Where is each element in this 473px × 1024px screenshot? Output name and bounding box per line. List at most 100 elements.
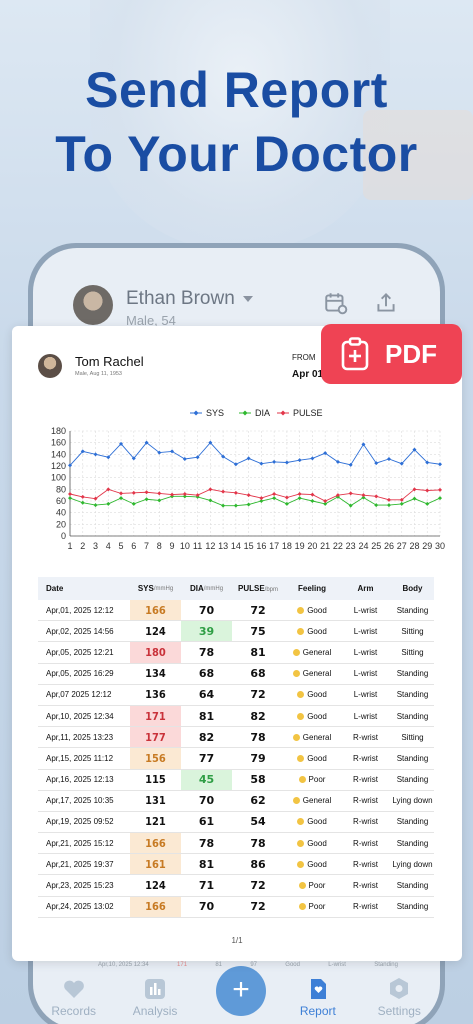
row-feeling-value: Good [307,605,327,615]
data-point-dia [361,495,366,500]
legend-label: DIA [255,408,270,418]
feeling-emoji-icon [297,860,305,868]
row-date: Apr,05, 2025 12:21 [38,648,130,657]
data-point-sys [348,462,353,467]
header-pulse-unit: /bpm [264,587,278,593]
row-pulse: 62 [232,794,284,807]
row-arm: L-wrist [340,648,391,657]
series-line-sys [69,441,441,466]
data-point-pulse [106,487,111,492]
x-tick-label: 30 [435,541,445,551]
row-dia-value: 70 [198,603,215,617]
legend-swatch-marker [242,410,248,416]
row-feeling: Good [284,860,340,869]
row-feeling-value: Poor [308,902,326,912]
bar-chart-icon [145,979,166,999]
row-pulse-value: 81 [250,645,266,659]
data-point-sys [170,449,175,454]
row-date: Apr,11, 2025 13:23 [38,733,130,742]
user-name-switcher[interactable]: Ethan Brown [126,288,253,310]
row-feeling: Good [284,839,340,848]
row-date-value: Apr,15, 2025 11:12 [46,753,114,763]
row-dia: 61 [181,812,232,832]
data-point-sys [93,452,98,457]
share-icon[interactable] [373,290,399,316]
row-date-value: Apr,17, 2025 10:35 [46,796,114,806]
tab-records[interactable]: Records [39,978,109,1018]
calendar-settings-icon[interactable] [323,290,349,316]
row-arm-value: L-wrist [353,669,378,679]
row-date: Apr,10, 2025 12:34 [38,712,130,721]
row-pulse: 78 [232,837,284,850]
x-tick-label: 14 [231,541,241,551]
header-sys: SYS/mmHg [130,577,181,600]
row-date-value: Apr,21, 2025 19:37 [46,859,114,869]
legend-label: SYS [206,408,224,418]
data-point-sys [221,454,226,459]
row-dia: 77 [181,748,232,768]
x-tick-label: 18 [282,541,292,551]
row-date-value: Apr,19, 2025 09:52 [46,817,114,827]
row-sys-value: 171 [145,709,166,723]
feeling-emoji-icon [298,903,306,911]
header-dia: DIA/mmHg [181,577,232,600]
bg-row-body: Standing [374,962,398,968]
row-feeling: General [284,669,340,678]
header-date: Date [46,584,64,593]
row-arm: L-wrist [340,606,391,615]
y-tick-label: 80 [56,484,66,494]
row-pulse: 72 [232,900,284,913]
data-point-sys [399,461,404,466]
row-date-value: Apr,02, 2025 14:56 [46,626,114,636]
row-feeling-value: General [302,732,332,742]
x-tick-label: 23 [346,541,356,551]
row-pulse-value: 78 [250,730,266,744]
row-arm-value: L-wrist [353,626,378,636]
tab-report-label: Report [299,1004,336,1018]
x-tick-label: 7 [144,541,149,551]
tab-report[interactable]: Report [283,978,353,1018]
row-feeling-value: Good [307,690,327,700]
x-tick-label: 13 [218,541,228,551]
tab-analysis-label: Analysis [132,1004,178,1018]
pdf-badge[interactable]: PDF [321,324,462,384]
data-point-dia [106,501,111,506]
row-feeling: Good [284,606,340,615]
from-date: Apr 01, [292,369,326,380]
tab-analysis[interactable]: Analysis [120,978,190,1018]
row-date-value: Apr,10, 2025 12:34 [46,711,114,721]
bg-row-date: Apr,10, 2025 12:34 [98,962,149,968]
add-record-button[interactable]: + [216,966,266,1016]
row-body-value: Standing [396,881,429,891]
data-point-sys [157,450,162,455]
row-date: Apr,02, 2025 14:56 [38,627,130,636]
x-tick-label: 29 [422,541,432,551]
data-point-pulse [438,487,442,492]
data-point-sys [106,455,111,460]
row-pulse-value: 86 [250,857,266,871]
row-sys: 124 [130,875,181,895]
headline: Send Report To Your Doctor [0,58,473,186]
data-point-sys [131,456,136,461]
data-point-pulse [131,490,136,495]
row-feeling-value: General [302,796,332,806]
data-point-dia [348,503,353,508]
row-date: Apr,19, 2025 09:52 [38,817,130,826]
tab-settings[interactable]: Settings [364,978,434,1018]
row-arm-value: R-wrist [353,838,378,848]
from-label: FROM [292,353,316,362]
table-header: Date SYS/mmHg DIA/mmHg PULSE/bpm Feeling… [38,577,434,600]
user-sub: Male, 54 [126,313,176,328]
row-body: Standing [391,669,434,678]
row-body: Standing [391,754,434,763]
row-body-value: Lying down [392,796,433,806]
row-body-value: Sitting [401,647,424,657]
header-sys-label: SYS [137,584,154,593]
user-avatar[interactable] [73,285,113,325]
row-dia-value: 45 [198,773,215,787]
row-date-value: Apr,05, 2025 16:29 [46,669,114,679]
row-pulse: 78 [232,731,284,744]
row-arm: L-wrist [340,627,391,636]
tab-settings-label: Settings [377,1004,421,1018]
data-point-sys [297,458,302,463]
